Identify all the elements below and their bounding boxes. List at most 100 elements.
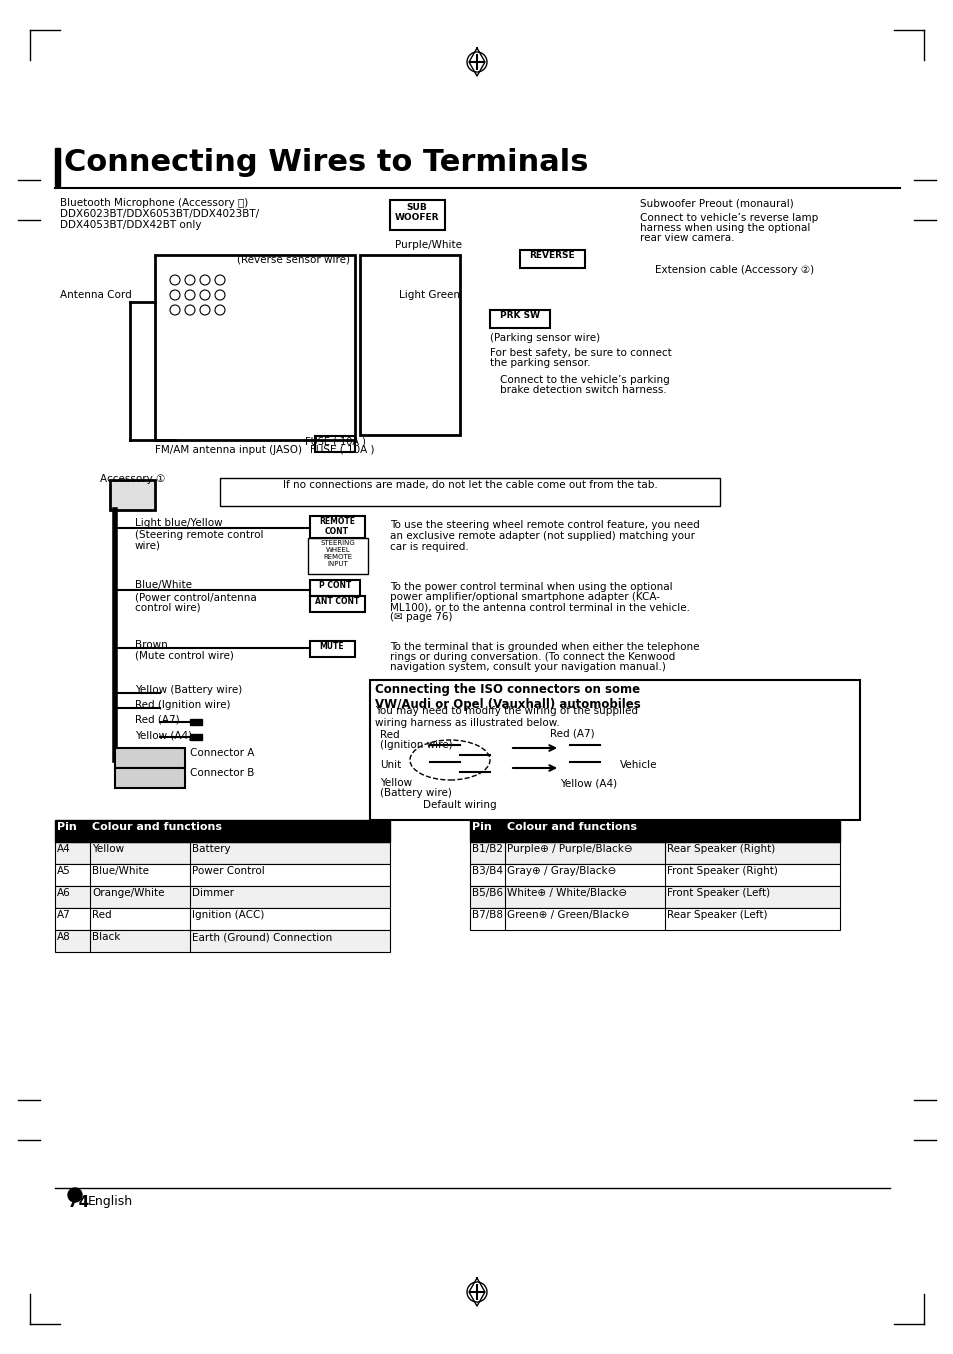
Text: REVERSE: REVERSE — [529, 250, 575, 260]
Text: Power Control: Power Control — [192, 867, 265, 876]
Text: ML100), or to the antenna control terminal in the vehicle.: ML100), or to the antenna control termin… — [390, 603, 689, 612]
Text: (Parking sensor wire): (Parking sensor wire) — [490, 333, 599, 343]
Text: For best safety, be sure to connect: For best safety, be sure to connect — [490, 348, 671, 357]
Bar — [190, 719, 202, 724]
Text: Yellow (A4): Yellow (A4) — [559, 779, 617, 788]
Bar — [55, 148, 60, 185]
Text: A4: A4 — [57, 844, 71, 854]
Text: Bluetooth Microphone (Accessory Ⓑ): Bluetooth Microphone (Accessory Ⓑ) — [60, 198, 248, 209]
Bar — [490, 310, 550, 328]
Text: ANT CONT: ANT CONT — [314, 597, 359, 607]
Text: B5/B6: B5/B6 — [472, 888, 502, 898]
Text: Connect to vehicle’s reverse lamp: Connect to vehicle’s reverse lamp — [639, 213, 818, 223]
Text: Battery: Battery — [192, 844, 231, 854]
Text: Colour and functions: Colour and functions — [91, 822, 222, 831]
Bar — [55, 930, 390, 952]
Bar — [470, 909, 840, 930]
Text: (Reverse sensor wire): (Reverse sensor wire) — [236, 255, 350, 265]
Text: (Battery wire): (Battery wire) — [379, 788, 452, 798]
Circle shape — [68, 1187, 82, 1202]
Text: FUSE ( 10A ): FUSE ( 10A ) — [310, 445, 375, 455]
Text: PRK SW: PRK SW — [499, 311, 539, 320]
Text: Red: Red — [379, 730, 399, 741]
Text: Vehicle: Vehicle — [619, 760, 657, 770]
Text: English: English — [88, 1196, 133, 1208]
Bar — [310, 596, 365, 612]
Text: Accessory ①: Accessory ① — [100, 474, 166, 483]
Text: 74: 74 — [68, 1196, 90, 1210]
Text: Colour and functions: Colour and functions — [506, 822, 637, 831]
Bar — [190, 734, 202, 741]
Text: Rear Speaker (Right): Rear Speaker (Right) — [666, 844, 775, 854]
Text: Yellow: Yellow — [379, 779, 412, 788]
Text: B3/B4: B3/B4 — [472, 867, 502, 876]
Text: Green⊕ / Green/Black⊖: Green⊕ / Green/Black⊖ — [506, 910, 629, 919]
Bar — [310, 580, 359, 596]
Text: FM/AM antenna input (JASO): FM/AM antenna input (JASO) — [154, 445, 302, 455]
Bar — [308, 538, 368, 574]
Text: the parking sensor.: the parking sensor. — [490, 357, 590, 368]
Bar — [470, 821, 840, 842]
Text: Earth (Ground) Connection: Earth (Ground) Connection — [192, 932, 332, 942]
Text: You may need to modify the wiring of the supplied
wiring harness as illustrated : You may need to modify the wiring of the… — [375, 705, 638, 727]
Text: Connecting Wires to Terminals: Connecting Wires to Terminals — [64, 148, 588, 177]
Text: Purple/White: Purple/White — [395, 240, 461, 250]
Text: REMOTE
CONT: REMOTE CONT — [318, 517, 355, 536]
Text: (✉ page 76): (✉ page 76) — [390, 612, 452, 621]
Text: Connecting the ISO connectors on some
VW/Audi or Opel (Vauxhall) automobiles: Connecting the ISO connectors on some VW… — [375, 682, 640, 711]
Text: (Power control/antenna: (Power control/antenna — [135, 592, 256, 603]
Text: Red (A7): Red (A7) — [550, 728, 594, 738]
Bar — [55, 886, 390, 909]
Text: MUTE: MUTE — [319, 642, 344, 651]
Text: Red: Red — [91, 910, 112, 919]
Text: Dimmer: Dimmer — [192, 888, 233, 898]
Bar — [220, 478, 720, 506]
Text: Yellow: Yellow — [91, 844, 124, 854]
Text: SUB
WOOFER: SUB WOOFER — [395, 203, 438, 222]
Bar — [470, 864, 840, 886]
Text: Connector B: Connector B — [190, 768, 254, 779]
Text: To the terminal that is grounded when either the telephone: To the terminal that is grounded when ei… — [390, 642, 699, 653]
Bar — [115, 747, 185, 768]
Bar — [115, 768, 185, 788]
Text: To use the steering wheel remote control feature, you need: To use the steering wheel remote control… — [390, 520, 699, 529]
Text: Antenna Cord: Antenna Cord — [60, 290, 132, 301]
Bar — [470, 886, 840, 909]
Text: Orange/White: Orange/White — [91, 888, 164, 898]
Text: DDX4053BT/DDX42BT only: DDX4053BT/DDX42BT only — [60, 219, 201, 230]
Text: (Mute control wire): (Mute control wire) — [135, 651, 233, 661]
Text: Unit: Unit — [379, 760, 401, 770]
Text: Yellow (Battery wire): Yellow (Battery wire) — [135, 685, 242, 695]
Text: Subwoofer Preout (monaural): Subwoofer Preout (monaural) — [639, 198, 793, 209]
Text: To the power control terminal when using the optional: To the power control terminal when using… — [390, 582, 672, 592]
Bar — [370, 680, 859, 821]
Bar — [310, 640, 355, 657]
Text: harness when using the optional: harness when using the optional — [639, 223, 809, 233]
Text: Brown: Brown — [135, 640, 168, 650]
Text: Ignition (ACC): Ignition (ACC) — [192, 910, 264, 919]
Text: car is required.: car is required. — [390, 542, 468, 552]
Text: B7/B8: B7/B8 — [472, 910, 502, 919]
Text: control wire): control wire) — [135, 603, 200, 613]
Text: brake detection switch harness.: brake detection switch harness. — [499, 385, 666, 395]
Bar — [314, 436, 355, 452]
Text: navigation system, consult your navigation manual.): navigation system, consult your navigati… — [390, 662, 665, 672]
Text: (Ignition wire): (Ignition wire) — [379, 741, 452, 750]
Text: rings or during conversation. (To connect the Kenwood: rings or during conversation. (To connec… — [390, 653, 675, 662]
Bar — [470, 842, 840, 864]
Text: Pin: Pin — [472, 822, 491, 831]
Text: power amplifier/optional smartphone adapter (KCA-: power amplifier/optional smartphone adap… — [390, 592, 659, 603]
Bar — [55, 842, 390, 864]
Bar — [390, 200, 444, 230]
Text: A6: A6 — [57, 888, 71, 898]
Text: Yellow (A4): Yellow (A4) — [135, 730, 192, 741]
Bar — [310, 516, 365, 538]
Bar — [110, 481, 154, 510]
Text: Blue/White: Blue/White — [91, 867, 149, 876]
Text: A7: A7 — [57, 910, 71, 919]
Bar — [55, 909, 390, 930]
Text: Connector A: Connector A — [190, 747, 254, 758]
Text: an exclusive remote adapter (not supplied) matching your: an exclusive remote adapter (not supplie… — [390, 531, 695, 542]
Text: FUSE ( 10A ): FUSE ( 10A ) — [304, 436, 365, 445]
Bar — [154, 255, 355, 440]
